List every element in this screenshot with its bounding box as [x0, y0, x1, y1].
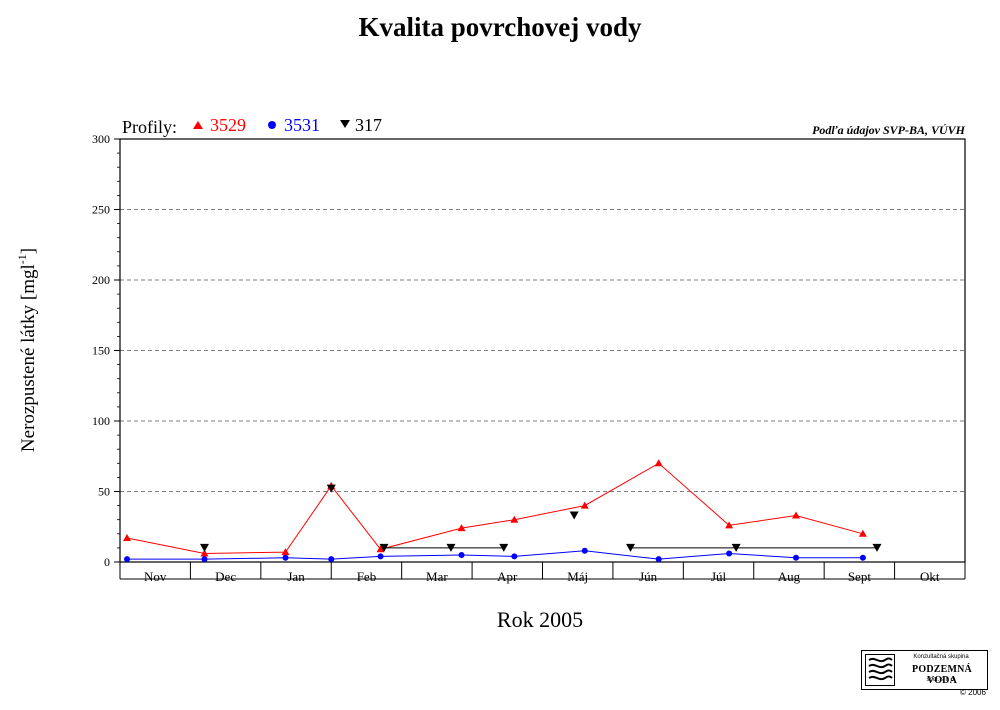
point-3531-9 [726, 550, 733, 557]
point-317-5 [569, 511, 579, 520]
series-layer [123, 459, 882, 563]
logo-group-text: Konzultačná skupina [913, 654, 969, 660]
point-3531-11 [859, 554, 866, 561]
x-tick-label-Okt: Okt [920, 569, 940, 584]
y-tick-label-100: 100 [92, 414, 110, 428]
y-tick-label-150: 150 [92, 344, 110, 358]
point-3531-5 [458, 551, 465, 558]
company-logo: Konzultačná skupina PODZEMNÁ VODA spol. … [861, 650, 988, 690]
point-3531-3 [328, 556, 335, 563]
y-axis-label-end: ] [18, 248, 39, 254]
water-waves-icon [865, 654, 895, 686]
x-tick-label-Feb: Feb [357, 569, 377, 584]
axes: 0 50 100 150 200 250 300 Nov Dec Jan Feb Mar Apr Máj J… [92, 132, 966, 584]
x-tick-label-Apr: Apr [497, 569, 518, 584]
y-axis-label-main: Nerozpustené látky [mgl [18, 264, 39, 452]
y-tick-label-200: 200 [92, 273, 110, 287]
y-tick-label-250: 250 [92, 203, 110, 217]
x-tick-label-Mar: Mar [426, 569, 448, 584]
legend-label-317: 317 [355, 115, 382, 135]
point-3529-1 [200, 549, 209, 557]
copyright-text: © 2006 [960, 688, 986, 697]
chart-title: Kvalita povrchovej vody [358, 12, 642, 42]
point-3531-6 [511, 553, 518, 560]
point-317-7 [731, 543, 741, 552]
point-3529-9 [725, 521, 734, 529]
point-3531-1 [201, 556, 208, 563]
logo-subtitle: spol. s r. o. [926, 677, 956, 683]
point-3529-8 [654, 459, 663, 467]
point-3531-2 [282, 554, 289, 561]
legend-label-3529: 3529 [210, 115, 246, 135]
logo-company-name: PODZEMNÁ VODA [912, 664, 972, 686]
x-axis-label: Rok 2005 [497, 607, 583, 632]
legend-prefix: Profily: [122, 117, 177, 137]
point-3531-10 [793, 554, 799, 561]
point-3529-4 [376, 545, 385, 553]
legend-marker-317 [340, 120, 350, 128]
x-tick-label-Jún: Jún [639, 569, 658, 584]
point-317-2 [379, 543, 389, 552]
grid-lines [120, 209, 965, 492]
point-3531-0 [124, 556, 131, 563]
y-axis-label-sup: -1 [15, 254, 29, 264]
x-tick-label-Máj: Máj [567, 569, 588, 584]
y-axis-label: Nerozpustené látky [mgl-1] [15, 248, 39, 452]
point-3529-0 [123, 534, 132, 542]
point-3529-7 [580, 501, 589, 509]
x-tick-label-Dec: Dec [215, 569, 236, 584]
point-3531-7 [581, 547, 588, 554]
point-3529-10 [792, 511, 800, 519]
point-317-1 [326, 484, 336, 493]
point-3529-6 [510, 515, 519, 523]
series-line-3531 [127, 550, 863, 560]
point-3529-5 [457, 524, 466, 532]
x-tick-label-Nov: Nov [144, 569, 167, 584]
x-tick-label-Júl: Júl [711, 569, 727, 584]
legend-marker-3529 [193, 121, 203, 129]
x-tick-label-Jan: Jan [287, 569, 305, 584]
point-317-6 [626, 543, 636, 552]
point-3531-8 [655, 556, 662, 563]
point-3531-4 [377, 553, 384, 560]
point-3529-11 [858, 529, 867, 537]
point-317-8 [872, 543, 882, 552]
legend-marker-3531 [268, 121, 276, 129]
point-317-0 [200, 543, 209, 552]
y-tick-label-0: 0 [104, 555, 110, 569]
y-tick-label-50: 50 [98, 485, 110, 499]
point-317-4 [499, 543, 509, 552]
point-3529-2 [281, 548, 290, 556]
legend-label-3531: 3531 [284, 115, 320, 135]
x-tick-label-Aug: Aug [778, 569, 801, 584]
x-tick-label-Sept: Sept [848, 569, 872, 584]
point-317-3 [446, 543, 456, 552]
legend: Profily: 3529 3531 317 [122, 115, 382, 137]
series-line-3529 [126, 462, 864, 555]
y-tick-label-300: 300 [92, 132, 110, 146]
source-note: Podľa údajov SVP-BA, VÚVH [812, 123, 966, 137]
